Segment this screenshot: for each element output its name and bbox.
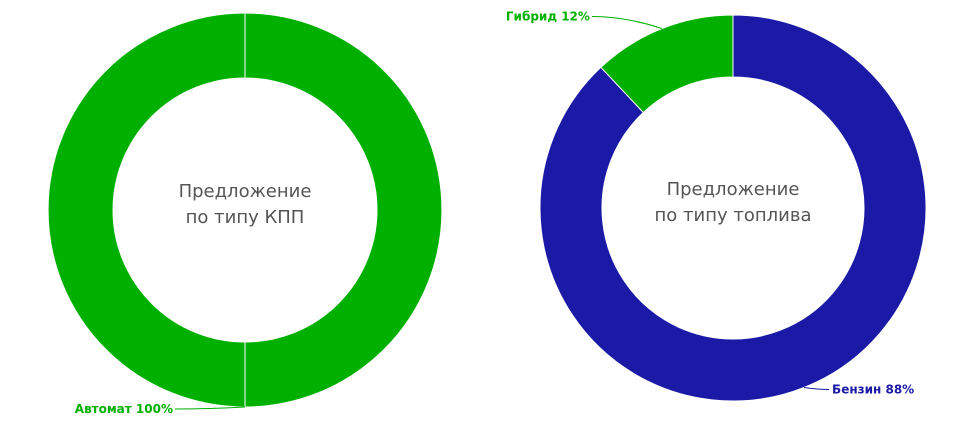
donut-slice	[600, 14, 734, 114]
chart-title: по типу топлива	[655, 205, 812, 226]
donut-slice	[539, 14, 927, 402]
leader-line	[174, 406, 246, 410]
leader-line	[803, 386, 830, 390]
slice-category: Гибрид	[506, 9, 557, 23]
chart-title: по типу КПП	[186, 207, 305, 228]
slice-label: Бензин 88%	[832, 382, 914, 396]
slice-category: Автомат	[75, 402, 132, 416]
chart-title: Предложение	[667, 179, 800, 200]
slice-value: 100%	[136, 402, 173, 416]
slice-value: 12%	[561, 9, 590, 23]
slice-value: 88%	[885, 382, 914, 396]
slice-label: Гибрид 12%	[506, 9, 590, 23]
chart-title: Предложение	[179, 181, 312, 202]
slice-label: Автомат 100%	[75, 402, 173, 416]
leader-line	[591, 16, 663, 30]
donut-slice	[47, 12, 443, 408]
slice-category: Бензин	[832, 382, 881, 396]
